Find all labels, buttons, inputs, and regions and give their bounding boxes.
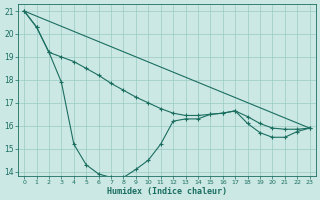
X-axis label: Humidex (Indice chaleur): Humidex (Indice chaleur) [107, 187, 227, 196]
